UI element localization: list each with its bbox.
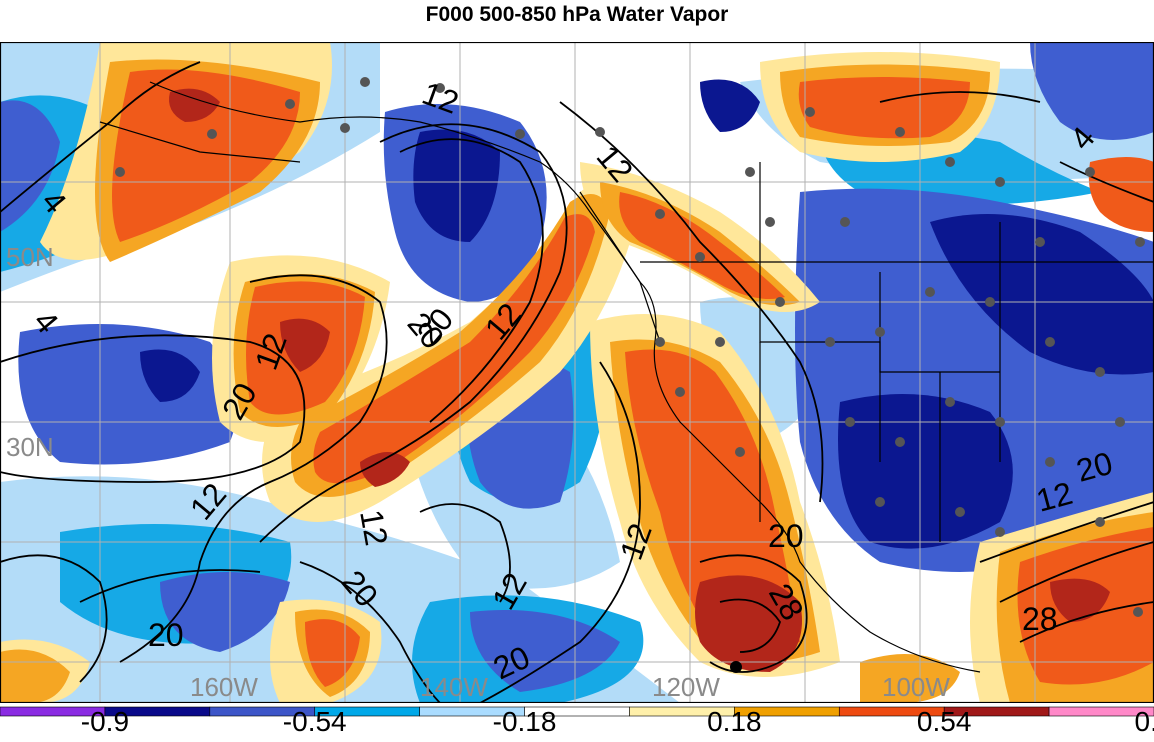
lat-label-50n: 50N (6, 242, 54, 272)
colorbar-label: 0.9 (1134, 706, 1154, 737)
anomaly-fill-navy (140, 79, 1154, 549)
water-vapor-map: 50N 30N 160W 140W 120W 100W 12 4 4 4 20 … (0, 42, 1154, 703)
station-dots (115, 77, 1145, 617)
lon-label-140w: 140W (420, 672, 488, 702)
marker-dot (730, 661, 742, 673)
lon-label-100w: 100W (882, 672, 950, 702)
map-title: F000 500-850 hPa Water Vapor (425, 3, 729, 26)
contour-label: 20 (148, 617, 184, 653)
colorbar-label: 0.18 (707, 706, 762, 737)
contour-label: 12 (353, 507, 395, 548)
colorbar-label: -0.18 (492, 706, 557, 737)
anomaly-fill-darkred (169, 88, 1110, 672)
lat-label-30n: 30N (6, 432, 54, 462)
anomaly-fill-orange (112, 69, 1154, 687)
colorbar-swatches (0, 706, 1154, 717)
colorbar (0, 706, 1154, 717)
contour-label: 20 (768, 518, 804, 554)
contour-lines (0, 61, 1154, 703)
colorbar-label: -0.54 (282, 706, 347, 737)
colorbar-label: 0.54 (916, 706, 972, 737)
colorbar-swatch (1048, 706, 1154, 717)
lon-label-120w: 120W (652, 672, 720, 702)
lon-label-160w: 160W (190, 672, 258, 702)
colorbar-label: -0.9 (80, 706, 130, 737)
contour-label: 28 (1022, 601, 1058, 637)
graticule (0, 42, 1154, 703)
